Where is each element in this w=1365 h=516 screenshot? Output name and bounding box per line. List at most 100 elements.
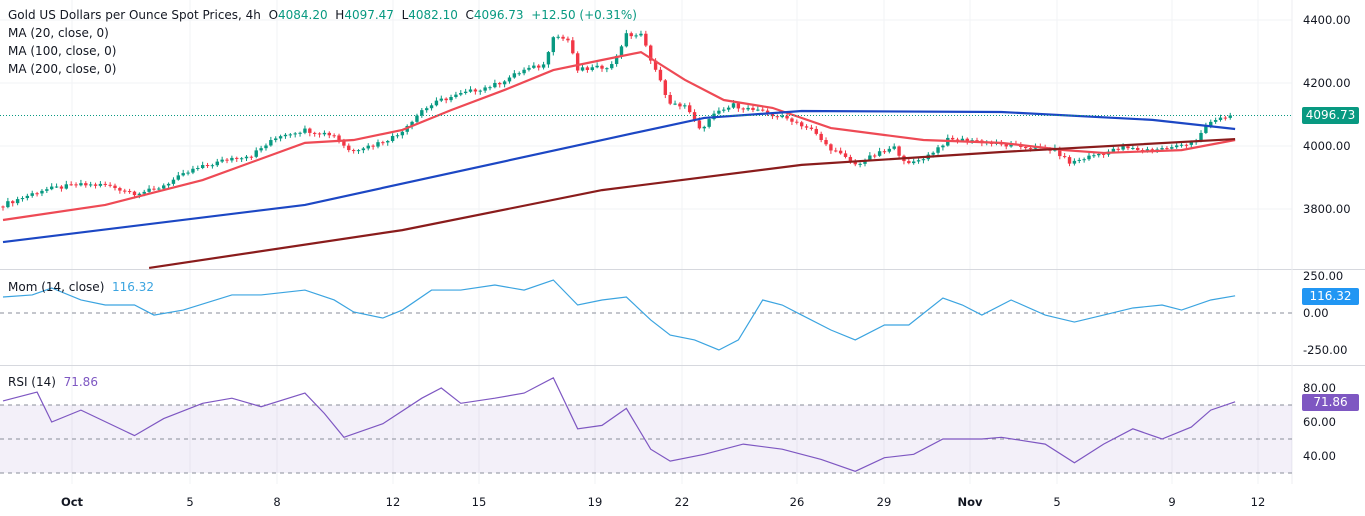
time-tick-label: Oct bbox=[61, 495, 84, 509]
candle-up bbox=[1077, 159, 1081, 161]
candle-up bbox=[88, 184, 93, 186]
candle-up bbox=[493, 82, 497, 88]
candle-up bbox=[507, 77, 512, 82]
candle-up bbox=[1204, 126, 1208, 133]
time-tick-label: 12 bbox=[1251, 495, 1266, 509]
candle-up bbox=[590, 67, 594, 71]
time-tick-label: 19 bbox=[588, 495, 603, 509]
candle-up bbox=[556, 36, 560, 38]
candle-down bbox=[843, 153, 848, 157]
candle-down bbox=[312, 132, 317, 134]
candle-up bbox=[449, 96, 453, 101]
candle-down bbox=[498, 82, 502, 85]
candle-up bbox=[1228, 115, 1232, 118]
candle-down bbox=[1067, 157, 1072, 164]
momentum-value: 116.32 bbox=[112, 280, 155, 294]
candle-up bbox=[887, 148, 892, 152]
candle-up bbox=[244, 156, 249, 159]
candle-down bbox=[69, 184, 73, 186]
ma100-line bbox=[2, 109, 1236, 244]
candle-up bbox=[356, 150, 361, 152]
candle-up bbox=[390, 135, 395, 142]
legend-ma100[interactable]: MA (100, close, 0) bbox=[8, 44, 117, 58]
candle-down bbox=[687, 105, 692, 113]
candle-down bbox=[824, 139, 828, 145]
candle-down bbox=[566, 38, 570, 41]
time-tick-label: 9 bbox=[1168, 495, 1175, 509]
candle-up bbox=[488, 87, 492, 89]
candle-down bbox=[814, 128, 818, 134]
candle-up bbox=[1218, 117, 1223, 121]
candle-up bbox=[157, 188, 161, 190]
candle-down bbox=[59, 186, 64, 189]
candle-down bbox=[785, 115, 789, 119]
legend-ma200[interactable]: MA (200, close, 0) bbox=[8, 62, 117, 76]
candle-up bbox=[541, 64, 546, 68]
candle-up bbox=[439, 98, 443, 101]
candle-up bbox=[639, 33, 643, 36]
candle-down bbox=[668, 94, 672, 104]
candle-down bbox=[736, 103, 741, 109]
candle-up bbox=[200, 165, 205, 169]
candle-up bbox=[361, 148, 366, 151]
candle-up bbox=[1087, 155, 1091, 160]
candle-up bbox=[1111, 148, 1116, 152]
candle-down bbox=[127, 191, 132, 193]
candle-up bbox=[166, 183, 171, 186]
candle-up bbox=[269, 140, 273, 146]
candle-up bbox=[322, 132, 327, 135]
price-tick-label: 4000.00 bbox=[1303, 139, 1351, 153]
candle-down bbox=[848, 156, 853, 162]
candle-up bbox=[717, 110, 721, 114]
candle-down bbox=[1126, 146, 1130, 149]
candle-down bbox=[819, 133, 823, 140]
candle-up bbox=[215, 161, 219, 166]
candle-down bbox=[1004, 144, 1008, 147]
candle-up bbox=[619, 46, 624, 56]
candle-down bbox=[658, 69, 663, 81]
candle-up bbox=[1179, 144, 1184, 146]
candle-up bbox=[551, 37, 556, 53]
rsi-value: 71.86 bbox=[63, 375, 98, 389]
candle-down bbox=[74, 184, 78, 186]
candle-down bbox=[118, 188, 122, 191]
candle-up bbox=[746, 107, 750, 110]
candle-up bbox=[25, 195, 30, 199]
candle-down bbox=[35, 193, 39, 195]
candle-up bbox=[137, 193, 142, 196]
ma20-line bbox=[2, 50, 1236, 222]
candle-down bbox=[1184, 144, 1189, 146]
candle-down bbox=[653, 60, 658, 70]
momentum-line bbox=[2, 279, 1236, 351]
candle-down bbox=[873, 155, 877, 157]
candle-down bbox=[761, 109, 765, 111]
symbol-title: Gold US Dollars per Ounce Spot Prices, 4… bbox=[8, 8, 261, 22]
candle-down bbox=[103, 183, 107, 185]
candle-down bbox=[834, 150, 838, 152]
momentum-tick-label: -250.00 bbox=[1303, 343, 1347, 357]
candle-down bbox=[1, 206, 5, 208]
legend-momentum[interactable]: Mom (14, close) 116.32 bbox=[8, 280, 154, 294]
candle-up bbox=[395, 135, 400, 137]
candle-up bbox=[162, 185, 166, 189]
time-tick-label: 26 bbox=[790, 495, 805, 509]
candle-up bbox=[45, 189, 49, 191]
candle-up bbox=[892, 146, 896, 149]
candle-up bbox=[483, 87, 487, 91]
legend-rsi[interactable]: RSI (14) 71.86 bbox=[8, 375, 98, 389]
price-tick-label: 4200.00 bbox=[1303, 76, 1351, 90]
candle-up bbox=[1092, 155, 1096, 157]
candle-down bbox=[795, 121, 799, 123]
candle-up bbox=[386, 141, 390, 143]
candle-up bbox=[858, 163, 862, 165]
open-label: O bbox=[268, 8, 279, 22]
candle-up bbox=[877, 151, 882, 156]
high-value: 4097.47 bbox=[344, 8, 394, 22]
legend-ma20[interactable]: MA (20, close, 0) bbox=[8, 26, 109, 40]
time-tick-label: 29 bbox=[877, 495, 892, 509]
candle-down bbox=[965, 138, 969, 142]
candle-up bbox=[1174, 145, 1179, 148]
candle-down bbox=[123, 190, 127, 192]
